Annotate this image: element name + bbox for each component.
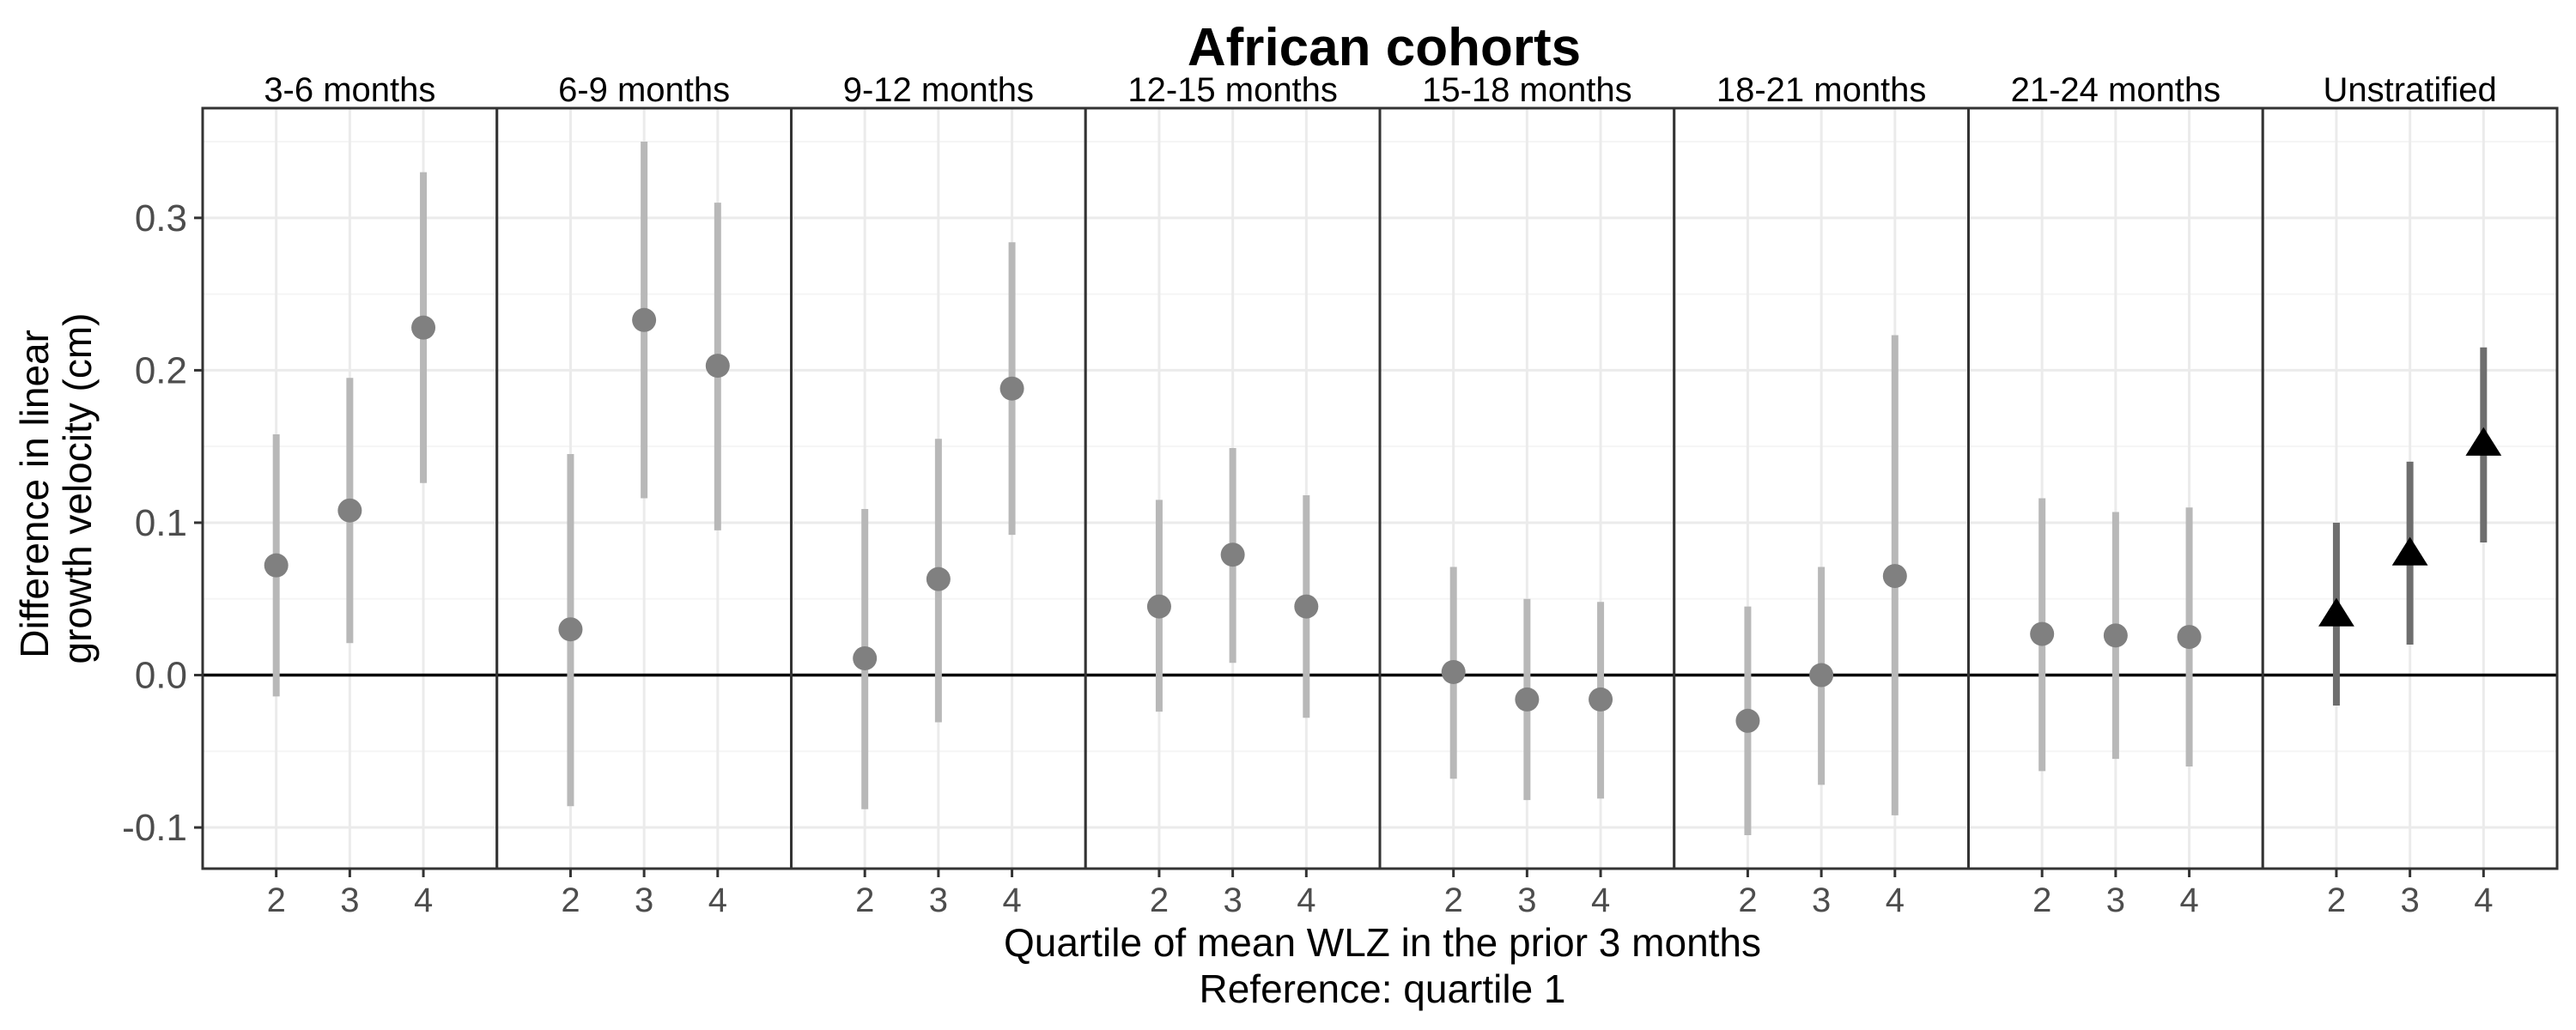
x-tick-label: 2	[1444, 882, 1463, 919]
data-point	[705, 354, 730, 379]
data-point	[2318, 597, 2354, 627]
data-point	[1294, 594, 1319, 619]
facet-label: 15-18 months	[1422, 71, 1632, 109]
data-point	[1441, 659, 1466, 684]
facet-panel: 15-18 months 2 3 4	[1378, 71, 1676, 919]
facet-label: 3-6 months	[264, 71, 435, 109]
y-tick-label: 0.3	[135, 197, 187, 239]
x-tick-label: 3	[2106, 882, 2125, 919]
x-tick-label: 4	[1591, 882, 1610, 919]
data-point	[1589, 687, 1613, 712]
facet-panel: 6-9 months 2 3 4	[495, 71, 793, 919]
y-axis-title-line-1: Difference in linear	[12, 330, 57, 658]
y-tick-label: 0.2	[135, 349, 187, 391]
x-tick-label: 2	[1738, 882, 1757, 919]
x-tick-label: 2	[1150, 882, 1169, 919]
facet-label: Unstratified	[2323, 71, 2496, 109]
facet-panel: 3-6 months 2 3 4	[201, 71, 499, 919]
data-point	[1515, 687, 1540, 712]
x-tick-label: 4	[1297, 882, 1315, 919]
data-point	[1809, 663, 1834, 688]
data-point	[264, 553, 289, 578]
x-tick-label: 2	[2032, 882, 2051, 919]
x-tick-label: 2	[267, 882, 286, 919]
y-tick-label: 0.0	[135, 655, 187, 697]
y-axis-title-line-2: growth velocity (cm)	[55, 313, 100, 664]
data-point	[1146, 594, 1171, 619]
facet-label: 6-9 months	[558, 71, 730, 109]
x-tick-label: 3	[1812, 882, 1831, 919]
x-tick-label: 3	[635, 882, 653, 919]
facet-label: 21-24 months	[2011, 71, 2221, 109]
x-tick-label: 4	[1002, 882, 1021, 919]
x-tick-label: 3	[1517, 882, 1536, 919]
data-point	[2030, 621, 2055, 646]
y-tick-label: 0.1	[135, 502, 187, 544]
x-tick-label: 4	[2474, 882, 2493, 919]
data-point	[337, 498, 362, 523]
facet-label: 18-21 months	[1716, 71, 1927, 109]
facet-panel: 21-24 months 2 3 4	[1967, 71, 2264, 919]
x-tick-label: 2	[855, 882, 874, 919]
chart-title: African cohorts	[1188, 18, 1581, 77]
x-tick-label: 3	[340, 882, 359, 919]
facet-panel: Unstratified 2 3 4	[2261, 71, 2559, 919]
data-point	[2103, 623, 2128, 648]
x-tick-label: 4	[2179, 882, 2198, 919]
x-tick-label: 3	[1224, 882, 1242, 919]
x-tick-label: 4	[414, 882, 433, 919]
facet-panel: 18-21 months 2 3 4	[1673, 71, 1970, 919]
data-point	[2465, 427, 2502, 456]
data-point	[2177, 625, 2202, 650]
data-point	[926, 566, 951, 591]
facet-panel: 12-15 months 2 3 4	[1084, 71, 1382, 919]
x-tick-label: 2	[561, 882, 580, 919]
facet-label: 12-15 months	[1127, 71, 1338, 109]
data-point	[1220, 542, 1245, 567]
x-axis-subtitle: Reference: quartile 1	[1199, 966, 1565, 1011]
data-point	[632, 307, 657, 332]
x-tick-label: 3	[2401, 882, 2420, 919]
y-axis-title: Difference in linear growth velocity (cm…	[12, 313, 100, 664]
y-axis: -0.1 0.0 0.1 0.2 0.3	[122, 197, 203, 849]
data-point	[558, 617, 583, 642]
data-point	[2391, 536, 2428, 566]
x-tick-label: 2	[2327, 882, 2346, 919]
facet-panels: 3-6 months 2 3 4 6-9 months 2 3 4 9-12 months 2 3 4…	[201, 71, 2559, 919]
y-tick-label: -0.1	[122, 807, 187, 849]
data-point	[1735, 708, 1760, 733]
facet-panel: 9-12 months 2 3 4	[790, 71, 1087, 919]
x-tick-label: 4	[708, 882, 727, 919]
data-point	[999, 376, 1024, 401]
x-tick-label: 3	[929, 882, 948, 919]
facet-label: 9-12 months	[843, 71, 1034, 109]
data-point	[411, 315, 436, 340]
x-tick-label: 4	[1886, 882, 1905, 919]
x-axis-title: Quartile of mean WLZ in the prior 3 mont…	[1004, 920, 1761, 965]
data-point	[853, 645, 878, 670]
data-point	[1882, 564, 1907, 589]
